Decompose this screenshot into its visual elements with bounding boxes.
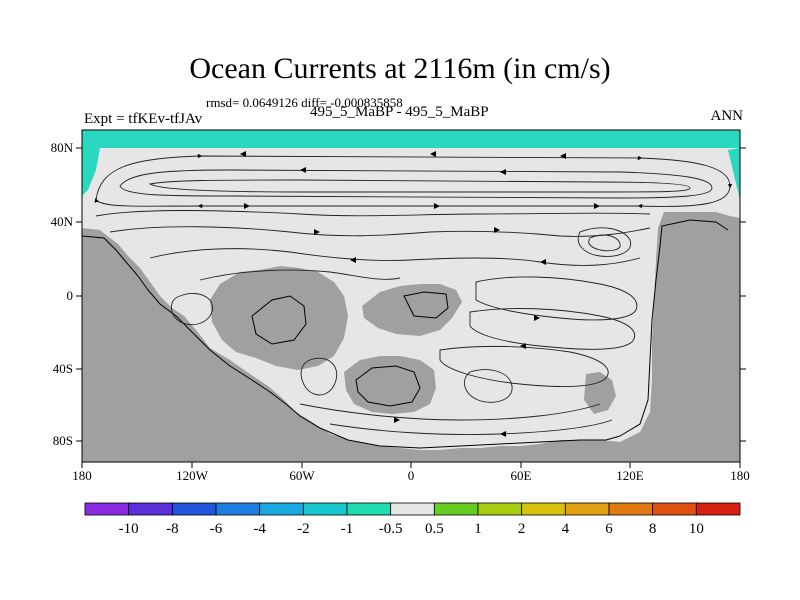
rmsd-diff-stats: rmsd= 0.0649126 diff= -0.000835858 [206,95,403,110]
streamline-arctic-3 [148,179,691,193]
colorbar-box [477,502,523,516]
streamline-south-1 [299,403,601,421]
land-central-east [362,284,462,336]
land-west [82,212,740,462]
colorbar-label: 6 [605,521,613,537]
colorbar-box [521,502,566,516]
lat-label-40s: 40S [53,361,73,376]
lat-label-80s: 80S [53,433,73,448]
lon-label-60w: 60W [289,468,315,483]
experiment-label: Expt = tfKEv-tfJAv [84,111,203,127]
colorbar-box [652,502,697,516]
lon-ticks [81,462,741,468]
streamline-east-eddy [463,369,513,403]
lon-label-120w: 120W [176,468,209,483]
colorbar-label: -1 [341,521,354,537]
colorbar-box [259,502,304,516]
streamline-central-1 [171,293,213,326]
streamline-tropic-1 [475,276,638,321]
lat-label-40n: 40N [51,214,74,229]
lon-label-180e: 180 [730,468,750,483]
streamline-midlat-1 [149,248,641,266]
streamline-arctic-2 [119,169,713,199]
colorbar-label: -4 [253,521,266,537]
coastline-central-east [403,291,449,319]
lat-label-80n: 80N [51,140,74,155]
streamline-arrows [240,151,600,437]
coastline-central-west [251,295,307,345]
case-id-label: 495_5_MaBP - 495_5_MaBP [310,104,489,120]
colorbar-box [215,502,261,516]
colorbar-box [695,502,741,516]
lon-label-0: 0 [408,468,415,483]
colorbar-label: -2 [297,521,310,537]
colorbar-label: 2 [518,521,526,537]
arctic-current-band [82,130,740,148]
streamline-south-2 [329,419,613,435]
colorbar-box [346,502,392,516]
map-title: Ocean Currents at 2116m (in cm/s) [189,52,611,85]
colorbar-label: 0.5 [425,521,444,537]
arctic-current-edge-west [82,148,100,196]
colorbar-label: -10 [119,521,139,537]
streamline-midlat-2 [199,269,401,281]
colorbar-box [128,502,173,516]
streamline-eddy-1 [577,227,632,257]
colorbar-box [433,502,479,516]
streamline-north-gyre-2 [109,226,651,237]
colorbar-label: 4 [562,521,570,537]
streamline-eddy-2 [588,234,621,252]
land-masses [82,212,740,462]
coastline-west [82,235,621,449]
lon-label-120e: 120E [616,468,644,483]
streamline-arctic-1 [95,156,730,206]
colorbar-box [171,502,217,516]
current-streamlines [95,156,730,435]
land-east-peninsula [584,372,616,414]
lat-label-0: 0 [67,288,74,303]
lat-ticks [76,147,746,442]
land-central-west [210,266,348,370]
streamline-north-gyre-1 [95,210,651,217]
colorbar-label: 8 [649,521,657,537]
colorbar-box [608,502,654,516]
streamline-west-eddy [300,357,338,396]
colorbar-label: -8 [166,521,179,537]
coastline-east [619,219,729,437]
coastline-south-island [355,365,421,407]
colorbar-box [390,502,435,516]
land-south-island [344,356,436,414]
season-label: ANN [710,108,744,124]
streamline-tropic-3 [439,345,609,387]
colorbar: -10 -8 -6 -4 -2 -1 -0.5 0.5 1 2 4 6 8 10 [84,502,741,537]
colorbar-box [564,502,610,516]
colorbar-label: 10 [689,521,704,537]
colorbar-box [84,502,130,516]
streamline-tropic-2 [469,308,636,350]
lon-label-180w: 180 [72,468,92,483]
colorbar-box [302,502,348,516]
colorbar-label: -0.5 [379,521,403,537]
colorbar-label: -6 [210,521,223,537]
lon-label-60e: 60E [511,468,532,483]
colorbar-label: 1 [474,521,482,537]
